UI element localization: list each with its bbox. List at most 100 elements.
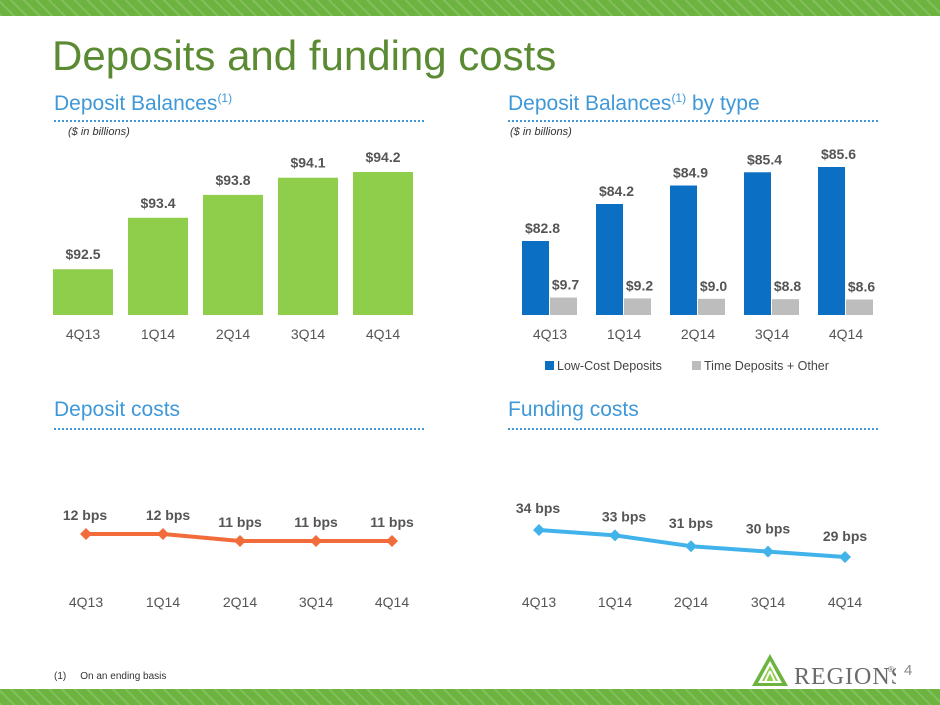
x-axis-tick-label: 3Q14	[299, 594, 333, 610]
section-divider	[54, 120, 424, 122]
x-axis-tick-label: 3Q14	[755, 326, 789, 342]
x-axis-tick-label: 1Q14	[607, 326, 641, 342]
deposit-balance-bar	[353, 172, 413, 315]
deposit-costs-marker	[157, 528, 169, 540]
footnote-marker: (1)	[671, 91, 687, 105]
deposit-balances-by-type-title-text: Deposit Balances	[508, 92, 672, 115]
x-axis-tick-label: 3Q14	[291, 326, 325, 342]
x-axis-tick-label: 4Q13	[522, 594, 556, 610]
low-cost-deposits-bar	[670, 185, 697, 315]
funding-costs-marker	[609, 529, 621, 542]
funding-costs-marker	[533, 524, 545, 536]
time-deposits-bar	[698, 298, 725, 315]
funding-costs-value-label: 29 bps	[823, 528, 868, 544]
deposit-costs-value-label: 11 bps	[294, 514, 338, 530]
logo-registered-mark: ®	[888, 665, 894, 674]
deposit-balance-value-label: $94.2	[365, 149, 400, 165]
legend-swatch-low-cost	[545, 361, 554, 370]
footnote-marker: (1)	[217, 91, 233, 105]
low-cost-deposits-value-label: $82.8	[525, 220, 560, 236]
time-deposits-bar	[772, 299, 799, 315]
footnote-number: (1)	[54, 671, 67, 682]
deposit-balances-by-type-section-title: Deposit Balances(1) by type	[508, 91, 760, 116]
deposit-costs-marker	[310, 535, 322, 547]
page-title: Deposits and funding costs	[52, 32, 557, 79]
page-number: 4	[904, 662, 913, 679]
funding-costs-value-label: 30 bps	[746, 521, 791, 537]
deposit-costs-marker	[386, 535, 398, 547]
low-cost-deposits-bar	[522, 241, 549, 315]
logo-wordmark: REGIONS	[794, 664, 896, 690]
x-axis-tick-label: 4Q13	[66, 326, 100, 342]
time-deposits-bar	[550, 297, 577, 315]
regions-triangle-icon	[752, 654, 788, 686]
deposit-balance-bar	[53, 269, 113, 315]
bottom-pattern-band	[0, 689, 940, 705]
time-deposits-bar	[624, 298, 651, 315]
deposit-costs-marker	[80, 528, 92, 540]
low-cost-deposits-value-label: $84.9	[673, 165, 708, 181]
x-axis-tick-label: 1Q14	[141, 326, 175, 342]
x-axis-tick-label: 3Q14	[751, 594, 785, 610]
deposit-balance-bar	[278, 177, 338, 315]
time-deposits-bar	[846, 299, 873, 315]
deposit-costs-marker	[234, 535, 246, 547]
deposit-balances-section-title: Deposit Balances(1)	[54, 91, 233, 116]
x-axis-tick-label: 1Q14	[146, 594, 180, 610]
units-label: ($ in billions)	[510, 126, 572, 138]
funding-costs-value-label: 34 bps	[516, 500, 561, 516]
x-axis-tick-label: 1Q14	[598, 594, 632, 610]
deposit-balance-value-label: $93.4	[140, 195, 175, 211]
deposit-costs-value-label: 11 bps	[218, 514, 262, 530]
x-axis-tick-label: 2Q14	[681, 326, 715, 342]
x-axis-tick-label: 4Q14	[829, 326, 863, 342]
deposit-costs-value-label: 11 bps	[370, 514, 414, 530]
deposit-costs-section-title: Deposit costs	[54, 398, 181, 421]
regions-logo: REGIONS ®	[752, 654, 896, 690]
time-deposits-value-label: $9.2	[626, 277, 653, 293]
x-axis-tick-label: 4Q13	[69, 594, 103, 610]
x-axis-tick-label: 2Q14	[216, 326, 250, 342]
footnote: (1) On an ending basis	[54, 671, 166, 682]
deposit-balances-title-text: Deposit Balances	[54, 92, 218, 115]
low-cost-deposits-bar	[744, 172, 771, 315]
deposit-balance-value-label: $94.1	[290, 155, 325, 171]
funding-costs-marker	[685, 540, 697, 553]
top-pattern-band	[0, 0, 940, 16]
deposit-balance-value-label: $93.8	[215, 172, 250, 188]
low-cost-deposits-bar	[596, 204, 623, 315]
time-deposits-value-label: $8.6	[848, 279, 875, 295]
x-axis-tick-label: 4Q14	[375, 594, 409, 610]
funding-costs-value-label: 33 bps	[602, 508, 647, 524]
funding-costs-value-label: 31 bps	[669, 515, 714, 531]
deposit-costs-value-label: 12 bps	[146, 507, 191, 523]
low-cost-deposits-value-label: $84.2	[599, 183, 634, 199]
x-axis-tick-label: 4Q13	[533, 326, 567, 342]
by-type-suffix: by type	[686, 92, 760, 115]
deposit-balance-bar	[203, 194, 263, 315]
time-deposits-value-label: $9.0	[700, 278, 727, 294]
footnote-text: On an ending basis	[80, 671, 167, 682]
section-divider	[508, 120, 878, 122]
funding-costs-marker	[762, 545, 774, 558]
x-axis-tick-label: 4Q14	[828, 594, 862, 610]
legend-label-low-cost: Low-Cost Deposits	[557, 359, 662, 373]
time-deposits-value-label: $8.8	[774, 278, 801, 294]
low-cost-deposits-value-label: $85.6	[821, 146, 856, 162]
x-axis-tick-label: 2Q14	[674, 594, 708, 610]
units-label: ($ in billions)	[68, 126, 130, 138]
section-divider	[54, 428, 424, 430]
legend-swatch-time-deposits	[692, 361, 701, 370]
x-axis-tick-label: 4Q14	[366, 326, 400, 342]
funding-costs-section-title: Funding costs	[508, 398, 639, 421]
deposit-balance-bar	[128, 217, 188, 315]
low-cost-deposits-value-label: $85.4	[747, 151, 782, 167]
legend-label-time-deposits: Time Deposits + Other	[704, 359, 829, 373]
section-divider	[508, 428, 878, 430]
funding-costs-marker	[839, 551, 851, 563]
deposit-costs-value-label: 12 bps	[63, 507, 108, 523]
deposit-balance-value-label: $92.5	[65, 246, 100, 262]
x-axis-tick-label: 2Q14	[223, 594, 257, 610]
low-cost-deposits-bar	[818, 167, 845, 315]
